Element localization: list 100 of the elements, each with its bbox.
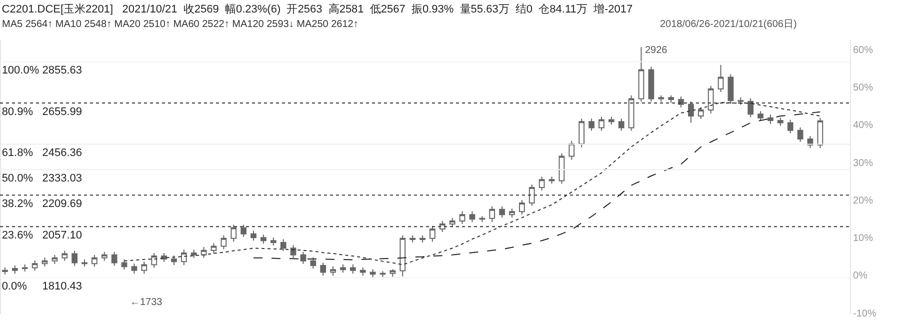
candlestick	[42, 257, 48, 268]
candlestick	[718, 64, 724, 92]
candlestick	[628, 94, 634, 132]
candlestick	[608, 116, 614, 126]
candlestick	[52, 254, 58, 264]
y-tick-label: -10%	[853, 308, 876, 320]
y-tick-label: 20%	[853, 195, 874, 206]
candlestick	[360, 266, 366, 276]
candlestick	[300, 251, 306, 264]
candlestick	[797, 126, 804, 142]
candlestick	[131, 263, 138, 274]
y-tick-label: 30%	[853, 158, 874, 169]
candlestick	[250, 230, 256, 242]
candlestick	[738, 96, 744, 106]
y2-tick-label: 2456.36	[42, 147, 82, 160]
candlestick	[538, 176, 545, 192]
candlestick	[72, 250, 78, 266]
candlestick	[210, 242, 217, 254]
annotation: 2926	[645, 45, 668, 56]
candlestick	[598, 116, 604, 132]
candlestick	[430, 225, 436, 242]
candlestick	[499, 206, 505, 218]
candlestick	[101, 251, 108, 262]
y3-tick-label: 23.6%	[2, 230, 34, 242]
candlestick	[82, 258, 88, 268]
candlestick	[290, 244, 296, 258]
candlestick	[748, 98, 754, 118]
candlestick	[768, 114, 774, 124]
candlestick	[618, 118, 624, 132]
candlestick	[420, 234, 426, 243]
candlestick	[578, 118, 585, 148]
candlestick	[708, 85, 714, 114]
candlestick	[260, 234, 266, 244]
candlestick	[698, 106, 704, 120]
candlestick	[370, 268, 376, 278]
candlestick	[439, 220, 446, 232]
y2-tick-label: 2057.10	[42, 230, 82, 242]
candlestick	[111, 251, 118, 266]
candlestick	[449, 218, 456, 228]
candlestick	[230, 224, 237, 242]
annotation: ←1733	[130, 297, 163, 308]
candlestick	[459, 210, 466, 225]
candlestick	[190, 249, 197, 258]
candlestick	[12, 264, 18, 274]
candlestick	[180, 249, 187, 266]
candlestick	[220, 234, 227, 250]
candlestick	[32, 260, 38, 272]
y3-tick-label: 80.9%	[2, 106, 34, 118]
candlestick	[350, 264, 356, 274]
candlestick	[787, 119, 794, 134]
candlestick	[558, 152, 565, 184]
y3-tick-label: 61.8%	[2, 147, 34, 160]
candlestick	[280, 238, 286, 252]
candlestick	[92, 254, 98, 268]
candlestick	[171, 255, 177, 266]
candlestick	[270, 237, 276, 246]
y-tick-label: 60%	[853, 44, 874, 56]
y-tick-label: 40%	[853, 120, 874, 132]
y2-tick-label: 2333.03	[42, 172, 82, 185]
candlestick	[509, 208, 515, 218]
candlestick	[22, 264, 28, 272]
candlestick	[310, 257, 316, 269]
y3-tick-label: 0.0%	[2, 280, 28, 292]
y3-tick-label: 100.0%	[2, 64, 40, 77]
candlestick	[688, 100, 694, 124]
candlestick	[777, 117, 784, 126]
candlestick	[648, 66, 654, 102]
candlestick	[528, 184, 535, 206]
y3-tick-label: 50.0%	[2, 172, 34, 185]
candlestick	[340, 264, 346, 274]
candlestick	[479, 216, 486, 223]
candlestick	[240, 224, 246, 238]
candlestick	[518, 199, 525, 216]
candlestick	[121, 258, 128, 270]
candlestick	[568, 140, 575, 160]
candlestick	[141, 261, 148, 274]
candlestick	[410, 234, 416, 243]
candlestick	[548, 176, 555, 184]
candlestick	[469, 210, 476, 223]
y2-tick-label: 2655.99	[42, 106, 82, 118]
y2-tick-label: 2855.63	[42, 64, 82, 77]
chart-subtitle: MA5 2564↑ MA10 2548↑ MA20 2510↑ MA60 2522↑ MA120 2593↓ MA250 2612↑	[2, 19, 358, 30]
y2-tick-label: 1810.43	[42, 280, 82, 292]
candlestick	[678, 96, 684, 108]
y-tick-label: 10%	[853, 233, 874, 244]
candlestick	[320, 262, 326, 276]
y2-tick-label: 2209.69	[42, 198, 82, 210]
y-tick-label: 50%	[853, 82, 874, 94]
candlestick	[668, 94, 674, 104]
candlestick	[489, 206, 496, 223]
candlestick	[817, 117, 824, 149]
candlestick	[728, 74, 734, 104]
chart-title: C2201.DCE[玉米2201] 2021/10/21 收2569 幅0.23%(6) 开2563 高2581 低2567 振0.93% 量55.63万 结0 仓84.11万 增-2017	[2, 2, 633, 16]
candlestick	[658, 94, 664, 102]
line-series	[253, 111, 821, 260]
candlestick	[151, 252, 158, 268]
candlestick	[588, 118, 594, 132]
candlestick	[62, 250, 68, 262]
text: 2018/06/26-2021/10/21(606日)	[660, 19, 797, 30]
candlestick	[758, 110, 764, 122]
